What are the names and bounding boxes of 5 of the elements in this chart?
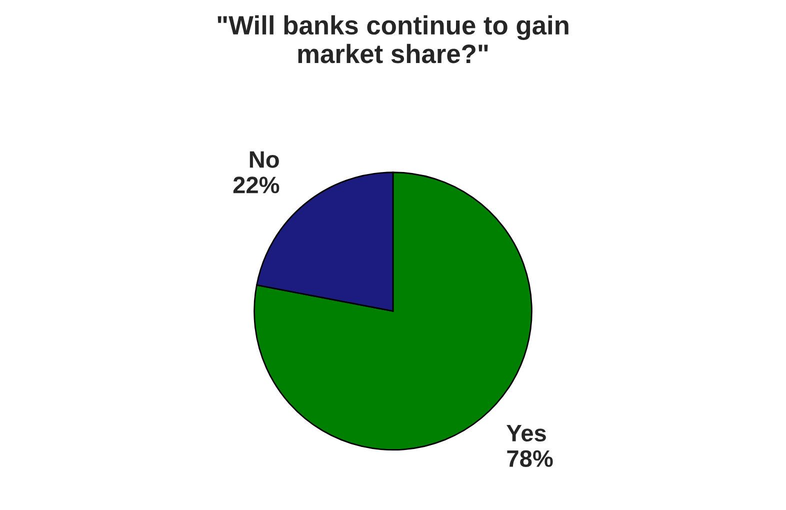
- slice-label: No: [250, 151, 279, 168]
- chart-title: "Will banks continue to gain market share?": [218, 15, 568, 64]
- data-label: 78%: [507, 450, 553, 467]
- data-label: 22%: [233, 176, 280, 194]
- slice-label: Yes: [506, 425, 546, 442]
